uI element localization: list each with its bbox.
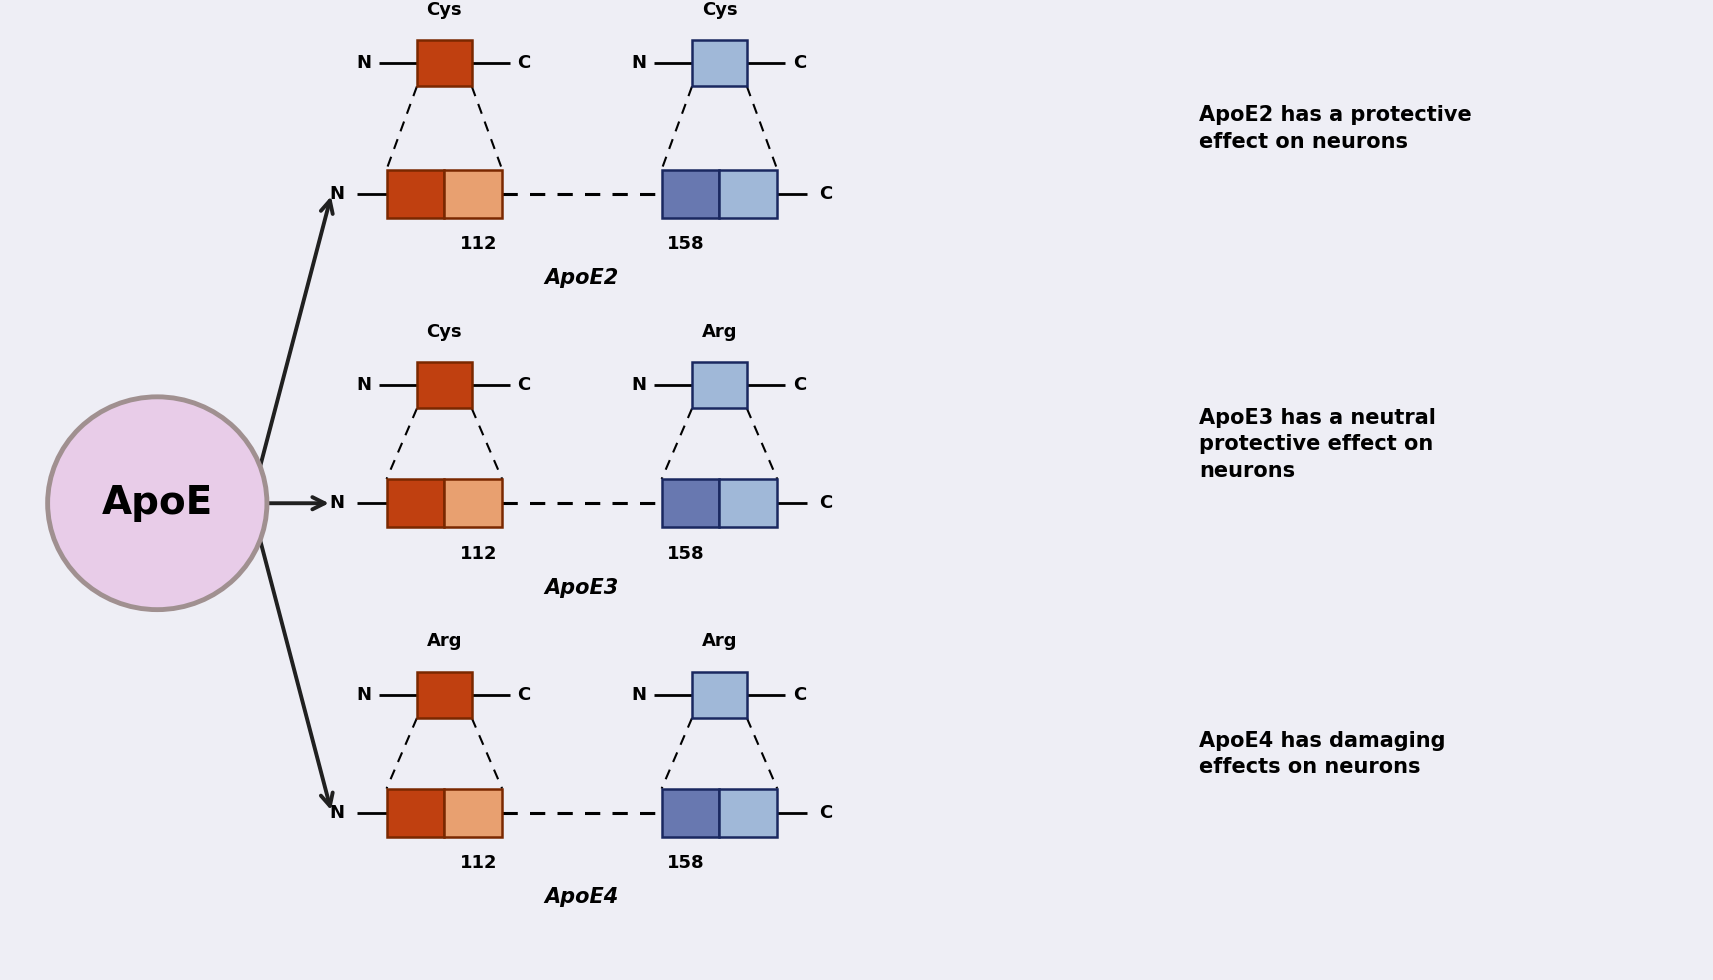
Bar xyxy=(416,362,471,409)
Bar xyxy=(719,170,778,218)
Text: C: C xyxy=(517,376,531,394)
Bar xyxy=(661,479,719,527)
Text: 112: 112 xyxy=(459,545,497,563)
Bar xyxy=(719,479,778,527)
Text: C: C xyxy=(793,54,805,73)
Text: N: N xyxy=(356,686,372,704)
Bar xyxy=(692,40,747,86)
Text: Arg: Arg xyxy=(702,632,737,651)
Text: 158: 158 xyxy=(666,545,704,563)
Text: N: N xyxy=(630,376,646,394)
Bar xyxy=(416,671,471,718)
Circle shape xyxy=(48,397,267,610)
Text: 112: 112 xyxy=(459,855,497,872)
Bar xyxy=(661,789,719,837)
Text: C: C xyxy=(793,376,805,394)
Bar xyxy=(692,362,747,409)
Bar xyxy=(692,671,747,718)
Text: Cys: Cys xyxy=(427,322,463,341)
Text: N: N xyxy=(356,376,372,394)
Text: ApoE: ApoE xyxy=(101,484,212,522)
Text: 158: 158 xyxy=(666,235,704,253)
Text: Arg: Arg xyxy=(702,322,737,341)
Text: N: N xyxy=(329,804,344,822)
Text: ApoE4 has damaging
effects on neurons: ApoE4 has damaging effects on neurons xyxy=(1199,730,1446,777)
Bar xyxy=(387,789,444,837)
Text: 158: 158 xyxy=(666,855,704,872)
Text: N: N xyxy=(329,184,344,203)
Text: N: N xyxy=(356,54,372,73)
Bar xyxy=(444,789,502,837)
Text: N: N xyxy=(630,54,646,73)
Text: Cys: Cys xyxy=(427,1,463,19)
Text: C: C xyxy=(517,54,531,73)
Bar xyxy=(416,40,471,86)
Text: C: C xyxy=(819,804,833,822)
Text: N: N xyxy=(329,494,344,513)
Text: ApoE3: ApoE3 xyxy=(545,578,618,598)
Text: C: C xyxy=(517,686,531,704)
Text: C: C xyxy=(819,184,833,203)
Bar xyxy=(444,479,502,527)
Bar xyxy=(719,789,778,837)
Text: ApoE2: ApoE2 xyxy=(545,269,618,288)
Bar xyxy=(387,479,444,527)
Text: N: N xyxy=(630,686,646,704)
Bar xyxy=(387,170,444,218)
Text: ApoE3 has a neutral
protective effect on
neurons: ApoE3 has a neutral protective effect on… xyxy=(1199,408,1435,480)
Text: Arg: Arg xyxy=(427,632,463,651)
Text: ApoE2 has a protective
effect on neurons: ApoE2 has a protective effect on neurons xyxy=(1199,105,1471,152)
Text: C: C xyxy=(793,686,805,704)
Text: C: C xyxy=(819,494,833,513)
Text: ApoE4: ApoE4 xyxy=(545,887,618,907)
Bar xyxy=(444,170,502,218)
Text: Cys: Cys xyxy=(702,1,737,19)
Bar xyxy=(661,170,719,218)
Text: 112: 112 xyxy=(459,235,497,253)
